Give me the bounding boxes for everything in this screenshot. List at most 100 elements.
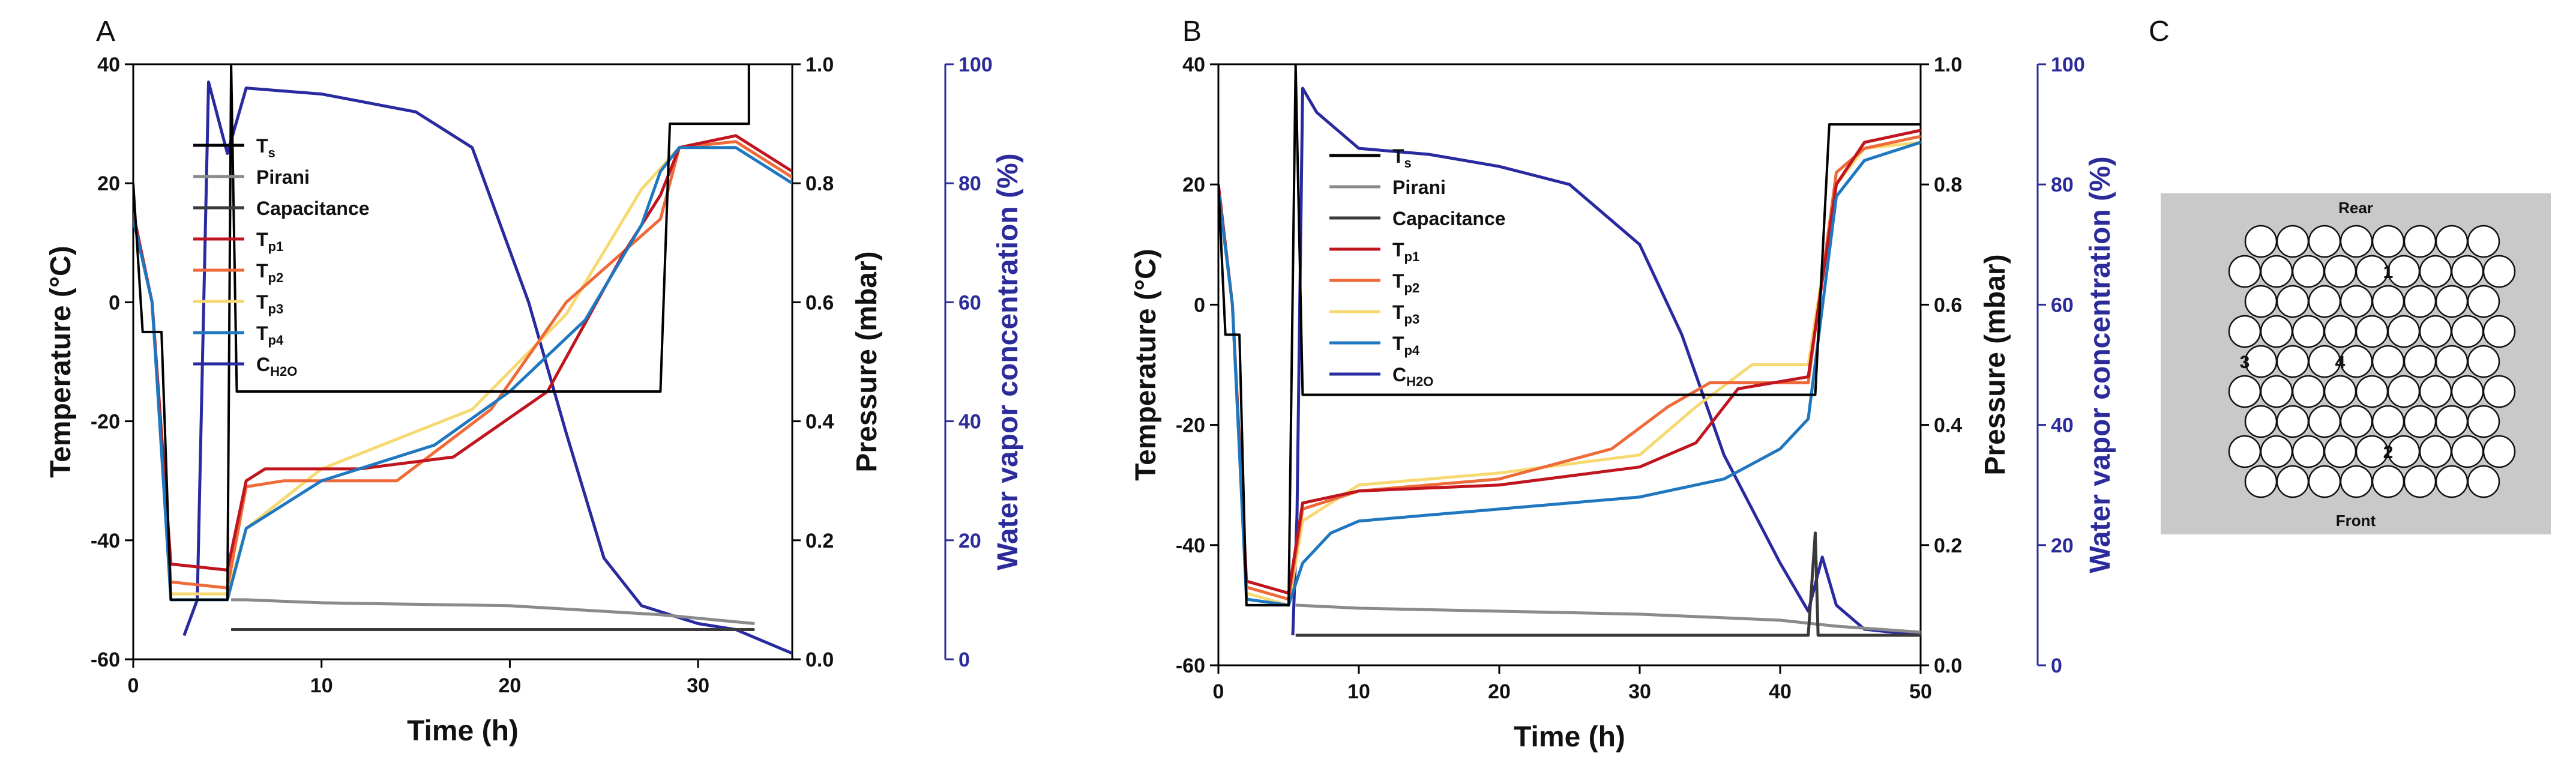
y2-tick-label: 0.6 — [1934, 294, 1962, 316]
chart-0: 0 10 20 30 40 20 0 -20 -40 -60 1.0 0.8 0.6 0.4 0.2 0.0 1… — [45, 53, 1024, 747]
vial — [2228, 255, 2262, 288]
vial — [2403, 285, 2437, 318]
vial — [2308, 465, 2341, 498]
y3-tick-label: 80 — [958, 172, 981, 195]
x-axis-label: Time (h) — [1514, 721, 1625, 753]
vial — [2292, 375, 2325, 408]
vial — [2435, 285, 2469, 318]
legend-entry: Pirani — [256, 166, 310, 188]
legend-entry: Tp3 — [1392, 301, 1419, 327]
vial — [2403, 225, 2437, 258]
legend-entry: Tp1 — [1392, 239, 1419, 264]
vial — [2308, 405, 2341, 438]
diagram-c: Rear Front 1 2 3 4 — [2161, 193, 2551, 534]
vial — [2403, 465, 2437, 498]
vial — [2482, 255, 2516, 288]
vial — [2387, 315, 2421, 348]
vial — [2467, 345, 2500, 378]
x-tick-label: 20 — [1488, 680, 1511, 703]
diagram-marker: 1 — [2383, 262, 2394, 282]
legend-entry: CH2O — [1392, 364, 1433, 389]
y2-tick-label: 0.0 — [805, 648, 834, 671]
vial — [2308, 225, 2341, 258]
y2-tick-label: 1.0 — [1934, 53, 1962, 76]
vial — [2292, 255, 2325, 288]
y2-tick-label: 0.2 — [805, 530, 834, 552]
legend-entry: Pirani — [1392, 177, 1446, 198]
series-line-tp3 — [133, 140, 792, 596]
legend-entry: Ts — [256, 135, 275, 160]
y2-tick-label: 0.0 — [1934, 655, 1962, 677]
legend-entry: Tp1 — [256, 229, 283, 254]
vial — [2467, 285, 2500, 318]
x-tick-label: 0 — [128, 674, 139, 697]
series-group — [1218, 64, 1921, 637]
y3-tick-label: 100 — [2051, 53, 2085, 76]
panel-label-b: B — [1182, 16, 1202, 47]
vial — [2323, 375, 2357, 408]
vial — [2467, 405, 2500, 438]
vial — [2451, 255, 2484, 288]
y2-tick-label: 0.4 — [1934, 414, 1962, 437]
vial — [2355, 315, 2389, 348]
vial — [2323, 255, 2357, 288]
y-tick-label: 40 — [97, 53, 120, 76]
y-axis-label: Temperature (°C) — [45, 246, 77, 477]
vial — [2260, 375, 2293, 408]
series-line-tp4 — [133, 146, 792, 602]
series-line-capacitance — [1295, 531, 1921, 637]
y-tick-label: -20 — [91, 411, 120, 434]
x-tick-label: 50 — [1909, 680, 1932, 703]
x-tick-label: 0 — [1213, 680, 1224, 703]
y-tick-label: -40 — [1176, 534, 1205, 557]
y2-axis-label: Pressure (mbar) — [1979, 254, 2011, 475]
legend-entry: Capacitance — [256, 198, 370, 219]
legend-entry: Tp2 — [256, 260, 283, 285]
diagram-marker: 3 — [2240, 352, 2250, 372]
chart-1: 0 10 20 30 40 50 40 20 0 -20 -40 -60 1.0 0.8 0.6 0.4 0.2… — [1130, 53, 2116, 753]
vial — [2228, 435, 2262, 468]
y-tick-label: 0 — [1194, 294, 1205, 316]
vial — [2435, 405, 2469, 438]
y-tick-label: 20 — [1182, 174, 1205, 196]
vial — [2355, 375, 2389, 408]
x-tick-label: 30 — [687, 674, 709, 697]
vial — [2451, 315, 2484, 348]
vial — [2308, 285, 2341, 318]
vial — [2292, 435, 2325, 468]
x-tick-label: 10 — [310, 674, 333, 697]
y3-tick-label: 60 — [958, 291, 981, 314]
vial — [2228, 315, 2262, 348]
vial — [2371, 285, 2405, 318]
vial — [2323, 435, 2357, 468]
vial — [2340, 345, 2373, 378]
vial — [2244, 285, 2278, 318]
vial — [2482, 435, 2516, 468]
x-tick-label: 10 — [1347, 680, 1370, 703]
y-tick-label: -40 — [91, 530, 120, 552]
diagram-top-label: Rear — [2338, 199, 2373, 217]
vial — [2387, 375, 2421, 408]
vial — [2419, 435, 2452, 468]
vial — [2292, 315, 2325, 348]
panel-label-a: A — [96, 16, 115, 47]
y3-tick-label: 100 — [958, 53, 993, 76]
vial — [2244, 465, 2278, 498]
y-tick-label: -60 — [1176, 655, 1205, 677]
vial — [2435, 345, 2469, 378]
legend-entry: Tp4 — [1392, 333, 1420, 358]
plot-frame — [132, 63, 793, 661]
y3-axis-label: Water vapor concentration (%) — [2084, 156, 2116, 573]
y3-tick-label: 0 — [2051, 655, 2062, 677]
series-line-tp4 — [1218, 141, 1921, 607]
y2-tick-label: 1.0 — [805, 53, 834, 76]
y-axis-label: Temperature (°C) — [1130, 249, 1162, 480]
vial — [2260, 255, 2293, 288]
vial — [2371, 225, 2405, 258]
y-tick-label: 20 — [97, 172, 120, 195]
vial — [2276, 405, 2310, 438]
legend-entry: Tp4 — [256, 322, 284, 348]
series-line-ts — [1218, 64, 1921, 606]
y-tick-label: 40 — [1182, 53, 1205, 76]
y3-tick-label: 0 — [958, 648, 970, 671]
